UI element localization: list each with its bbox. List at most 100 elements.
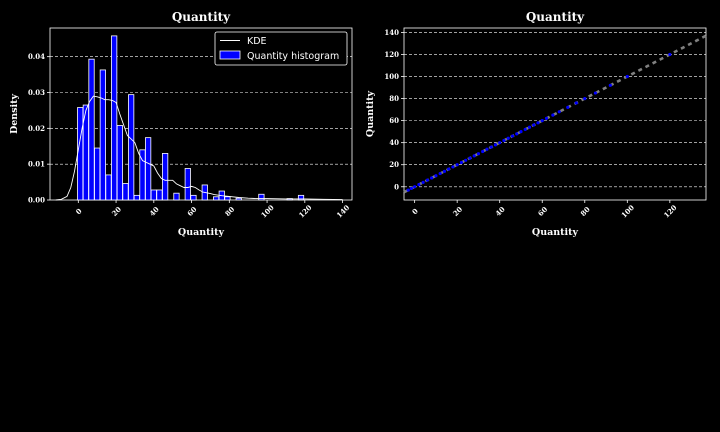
y-tick-label: 0.04 (28, 52, 45, 61)
x-tick-label: 40 (493, 205, 506, 218)
scatter-point (536, 121, 540, 125)
y-tick-label: 0 (394, 182, 399, 191)
histogram-y-label: Density (9, 93, 20, 134)
x-tick-label: 60 (185, 205, 198, 218)
histogram-bar (105, 174, 112, 201)
scatter-point (540, 119, 544, 123)
scatter-point (583, 96, 587, 101)
x-tick-label: 100 (259, 203, 276, 220)
y-tick-label: 120 (384, 50, 399, 59)
x-tick-label: 40 (148, 205, 161, 218)
scatter-point (421, 180, 425, 184)
y-tick-label: 20 (389, 160, 399, 169)
histogram-axes: 0 20 40 60 80 100 120 140 0.000.010.020.030.04 … (9, 10, 353, 238)
x-tick-label: 100 (619, 203, 636, 220)
scatter-point (519, 130, 523, 134)
y-tick-label: 140 (384, 28, 399, 37)
scatter-point (468, 156, 472, 160)
scatter-point (532, 123, 536, 127)
x-tick-label: 60 (536, 205, 549, 218)
scatter-x-label: Quantity (532, 227, 579, 238)
scatter-point (438, 171, 442, 176)
scatter-points (406, 52, 672, 192)
scatter-title: Quantity (526, 10, 585, 24)
scatter-point (608, 83, 612, 87)
histogram-bar (133, 194, 140, 201)
histogram-bar (94, 147, 101, 201)
scatter-point (625, 74, 629, 79)
histogram-x-label: Quantity (178, 227, 225, 238)
scatter-point (510, 134, 515, 138)
scatter-point (409, 186, 414, 191)
scatter-point (434, 174, 438, 178)
y-tick-label: 0.01 (28, 160, 45, 169)
histogram-bar (99, 69, 106, 201)
histogram-bar (88, 58, 95, 201)
x-tick-label: 140 (335, 203, 352, 220)
scatter-point (485, 147, 489, 151)
scatter-gridlines (404, 32, 706, 188)
histogram-bar (150, 189, 157, 201)
histogram-bar (184, 168, 191, 201)
histogram-y-ticks: 0.00 0.01 0.02 0.03 0.04 (28, 52, 50, 205)
scatter-point (515, 132, 519, 136)
scatter-point (413, 185, 417, 189)
legend-box (214, 31, 348, 66)
scatter-y-ticks: 0 20 40 60 80 100 120 140 (384, 28, 404, 191)
scatter-point (455, 163, 459, 167)
legend-kde-label: KDE (247, 36, 267, 47)
histogram-bar (145, 137, 152, 201)
y-tick-label: 100 (384, 72, 399, 81)
scatter-x-ticks: 0 20 40 60 80 100 120 (410, 200, 679, 220)
histogram-bar (77, 107, 84, 201)
y-tick-label: 0.02 (28, 124, 45, 133)
y-tick-label: 60 (389, 116, 399, 125)
scatter-point (668, 52, 672, 57)
x-tick-label: 0 (410, 206, 420, 216)
y-tick-label: 0.03 (28, 88, 45, 97)
legend-histogram-swatch (219, 50, 241, 60)
scatter-point (527, 125, 532, 129)
histogram-bar (111, 35, 118, 201)
histogram-bar (224, 196, 231, 201)
scatter-point (502, 138, 506, 143)
histogram-x-ticks: 0 20 40 60 80 100 120 140 (74, 200, 352, 220)
scatter-y-label: Quantity (365, 90, 376, 137)
kde-line (55, 95, 343, 201)
scatter-point (493, 143, 498, 147)
scatter-axes: 0 20 40 60 80 100 120 0 20 40 60 80 100 120 140 Quant… (365, 10, 707, 238)
histogram-bar (162, 153, 169, 201)
scatter-point (506, 136, 510, 140)
histogram-bar (213, 196, 220, 201)
legend-histogram-label: Quantity histogram (247, 51, 339, 62)
scatter-point (476, 152, 481, 156)
scatter-point (551, 113, 555, 117)
y-tick-label: 0.00 (28, 196, 45, 205)
scatter-point (442, 169, 447, 173)
x-tick-label: 120 (662, 203, 679, 220)
scatter-point (489, 145, 493, 149)
histogram-legend: KDE Quantity histogram (214, 31, 348, 66)
scatter-point (417, 182, 421, 187)
histogram-bar (116, 125, 123, 201)
histogram-bars (77, 35, 305, 201)
scatter-point (451, 165, 455, 169)
scatter-point (574, 101, 578, 105)
scatter-point (464, 158, 468, 162)
scatter-point (523, 127, 527, 132)
y-tick-label: 80 (389, 94, 399, 103)
scatter-point (447, 167, 451, 171)
scatter-point (544, 116, 549, 121)
histogram-bar (258, 193, 265, 201)
scatter-point (481, 149, 485, 154)
x-tick-label: 80 (578, 205, 591, 218)
scatter-point (557, 110, 561, 114)
histogram-bar (122, 183, 129, 201)
scatter-point (425, 178, 429, 182)
histogram-bar (235, 197, 242, 201)
x-tick-label: 80 (223, 205, 236, 218)
x-tick-label: 120 (297, 203, 314, 220)
histogram-bar (297, 194, 305, 201)
x-tick-label: 0 (74, 206, 84, 216)
